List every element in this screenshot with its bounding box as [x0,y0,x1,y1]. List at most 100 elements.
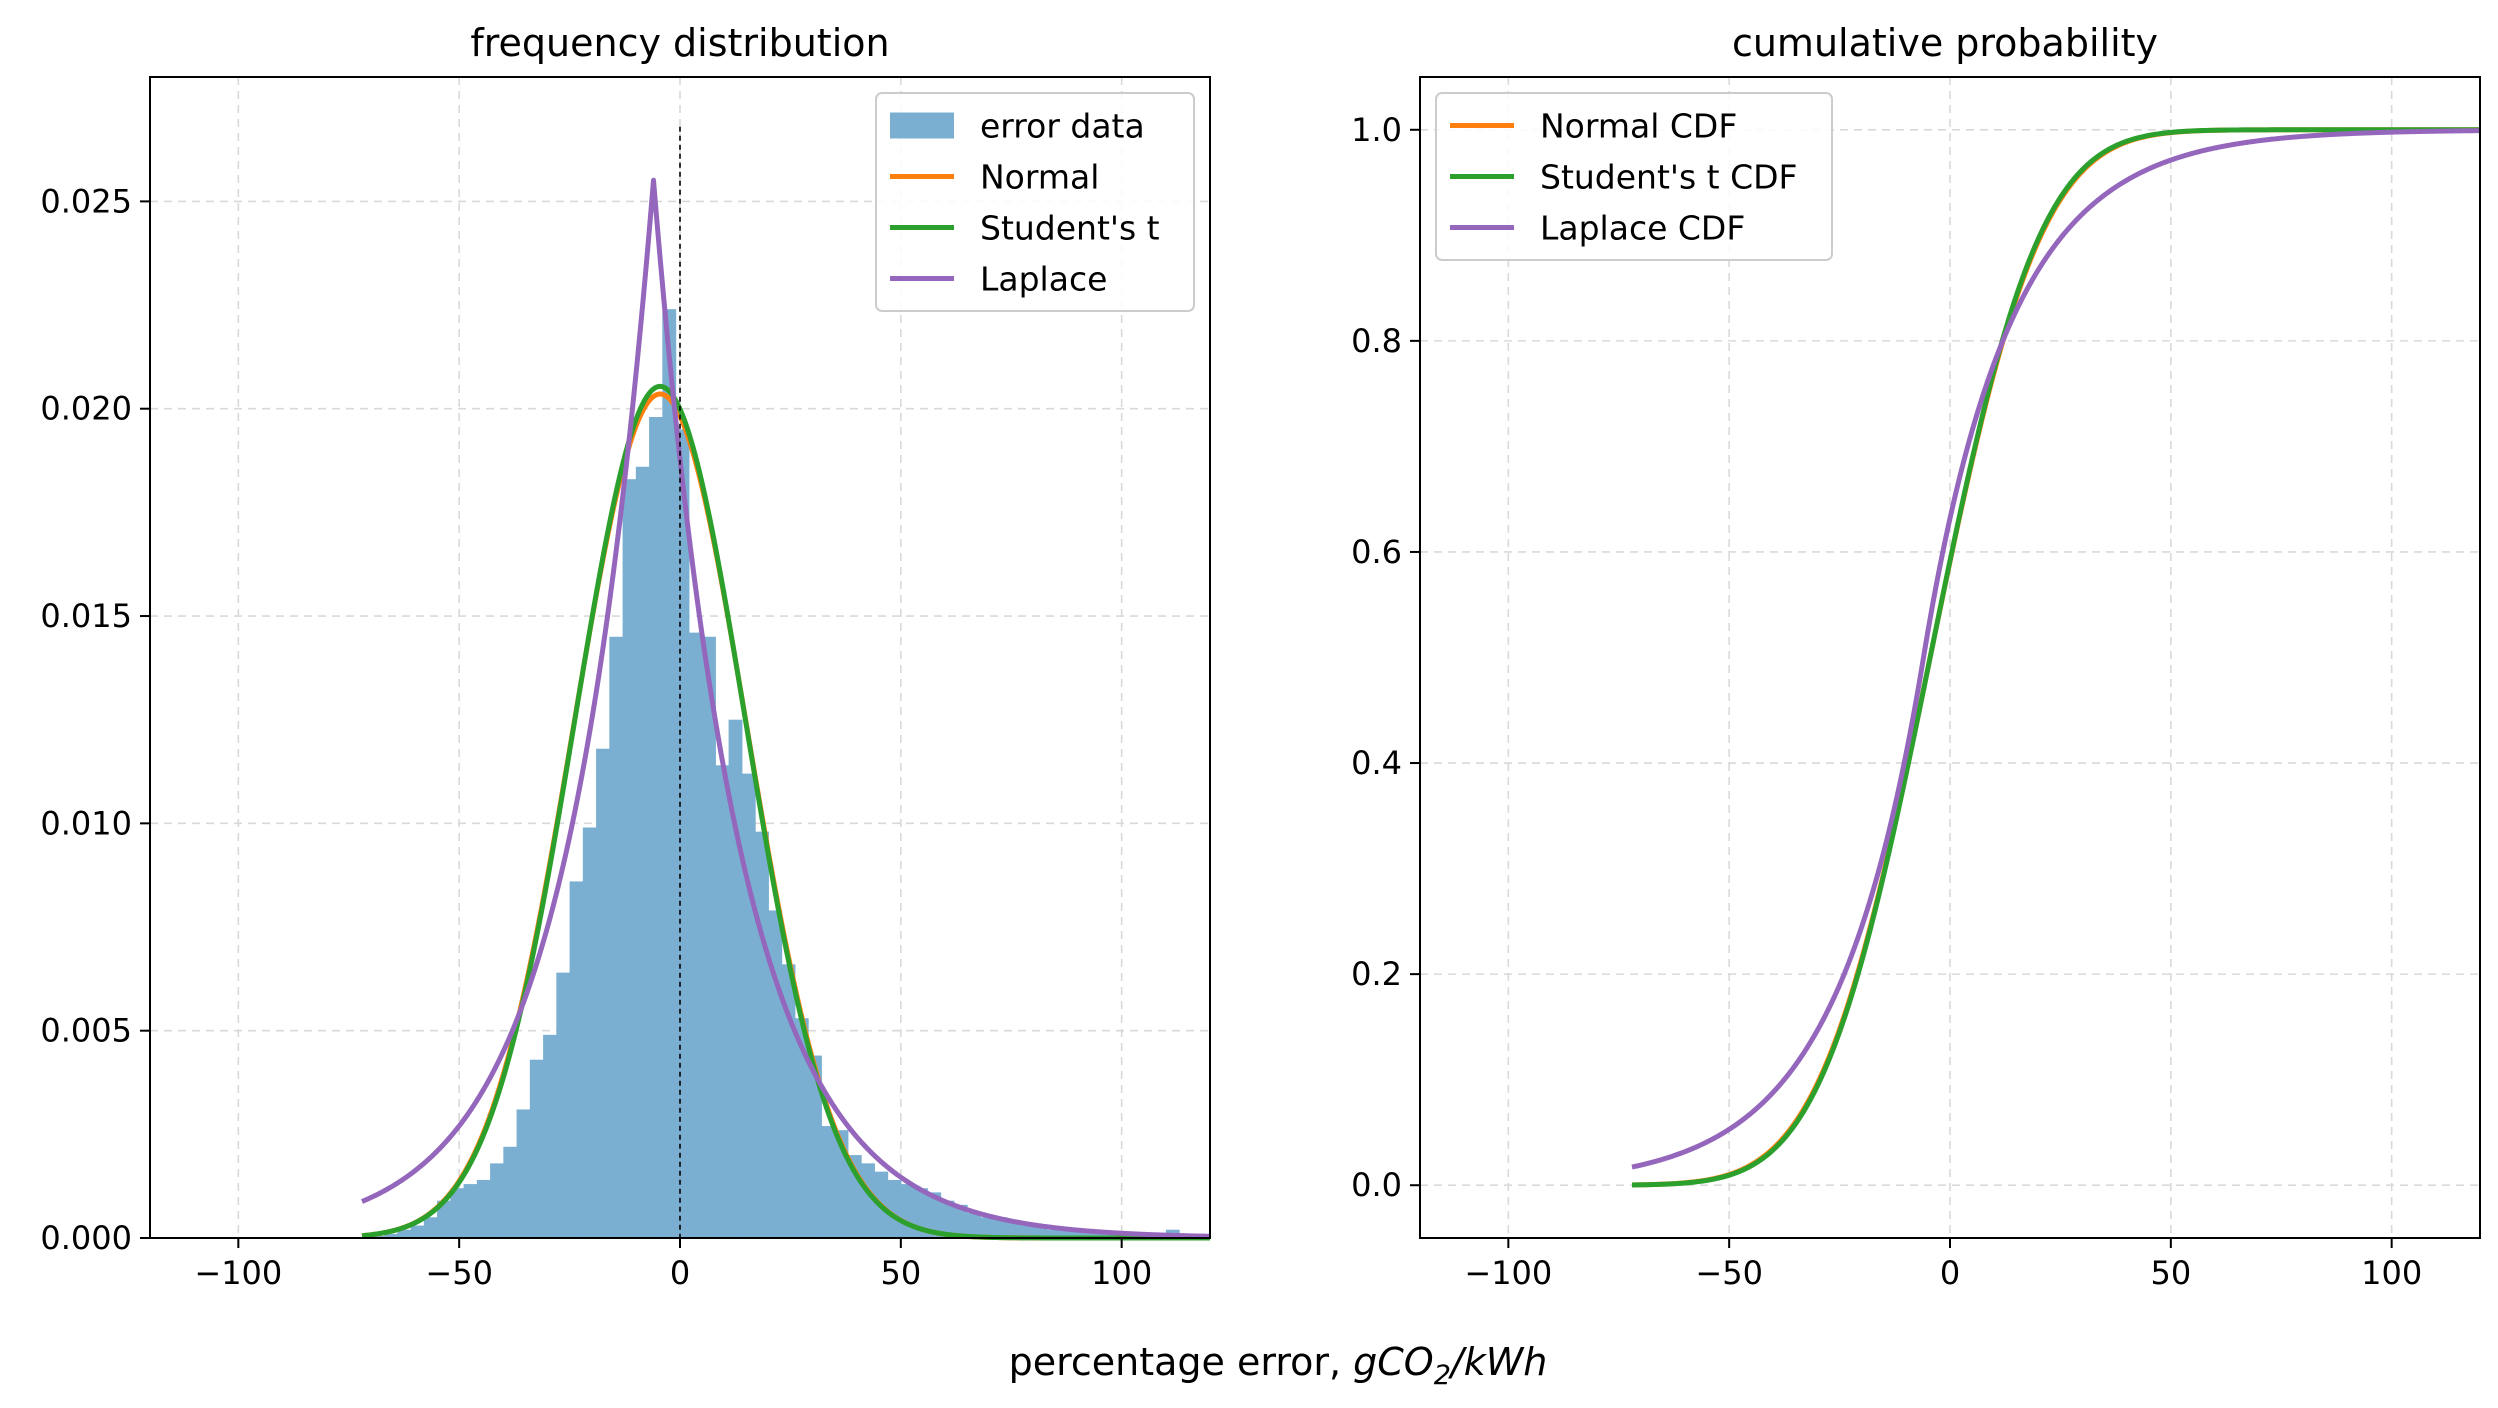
y-tick-label: 0.005 [40,1012,132,1050]
legend-label: Normal CDF [1540,107,1737,146]
histogram-bar [675,429,690,1239]
histogram-bar [1006,1221,1021,1238]
shared-x-axis-label: percentage error, gCO2/kWh [1009,1340,1548,1391]
histogram-bar [662,309,677,1238]
series-line [1630,127,2482,1188]
y-tick-label: 0.025 [40,182,132,220]
right-legend[interactable]: Normal CDF Student's t CDF Laplace CDF [1435,92,1833,261]
x-axis-label-unit-g: gCO [1353,1340,1434,1384]
legend-label: Student's t [980,209,1160,248]
x-tick-label: 100 [2361,1254,2422,1292]
x-tick-label: −100 [194,1254,282,1292]
left-chart-title: frequency distribution [470,21,889,65]
series-line [1630,127,2482,1188]
legend-box [875,92,1195,312]
y-tick-label: 0.020 [40,390,132,428]
x-tick-label: −100 [1464,1254,1552,1292]
histogram-bar [702,636,716,1238]
y-tick-label: 0.000 [40,1219,132,1257]
histogram-bar [529,1059,544,1238]
histogram-bar [1073,1229,1087,1238]
histogram-bar [596,748,610,1238]
histogram-bar [741,773,756,1238]
y-tick-label: 0.015 [40,597,132,635]
right-grid [1420,77,2480,1238]
y-tick-label: 0.0 [1351,1166,1402,1204]
histogram-bar [410,1225,425,1238]
series-line [360,177,1212,1239]
x-axis-label-unit-tail: /kWh [1448,1340,1547,1384]
histogram-bar [556,972,571,1238]
histogram-bar [569,881,584,1238]
histogram-bar [490,1163,504,1238]
series-line [1630,128,2482,1170]
legend-label: error data [980,107,1145,146]
histogram-bar [503,1146,518,1238]
frequency-distribution-panel: frequency distribution −100 −50 0 50 100 0.0… [40,21,1212,1292]
histogram-bar [794,1018,809,1238]
histogram-bar [609,636,624,1238]
legend-swatch [890,112,954,139]
histogram-bar [953,1204,968,1238]
histogram-bar [821,1126,836,1238]
histogram-bar [582,827,597,1238]
histogram-bar [940,1200,955,1238]
histogram-bar [437,1200,451,1238]
histogram-bar [808,1055,822,1238]
histogram-bar [635,466,650,1238]
x-tick-label: 100 [1091,1254,1152,1292]
histogram-bar [463,1184,478,1238]
histogram-bar [622,479,637,1238]
x-axis-label-prefix: percentage error, [1009,1340,1354,1384]
histogram-bar [476,1179,491,1238]
histogram-bar [1020,1225,1034,1238]
left-legend[interactable]: error data Normal Student's t Laplace [875,92,1195,312]
histogram-bar [1059,1229,1074,1238]
x-tick-label: 0 [1940,1254,1960,1292]
histogram-bar [887,1179,902,1238]
histogram-bar [900,1184,915,1238]
histogram-bar [993,1217,1008,1238]
x-tick-label: 0 [670,1254,690,1292]
left-histogram-bars [370,309,1207,1239]
left-x-ticks: −100 −50 0 50 100 [194,1238,1152,1292]
y-tick-label: 0.4 [1351,744,1402,782]
y-tick-label: 0.010 [40,804,132,842]
histogram-bar [980,1217,995,1238]
histogram-bar [715,765,730,1238]
cumulative-probability-panel: cumulative probability −100 −50 0 50 100 0.0… [1351,21,2482,1292]
histogram-bar [516,1109,531,1238]
histogram-bar [543,1034,557,1238]
histogram-bar [927,1192,942,1238]
y-tick-label: 0.8 [1351,322,1402,360]
y-tick-label: 0.6 [1351,533,1402,571]
x-tick-label: 50 [2150,1254,2191,1292]
legend-box [1435,92,1833,261]
histogram-bar [649,417,663,1238]
legend-label: Laplace [980,260,1107,299]
y-tick-label: 0.2 [1351,955,1402,993]
histogram-bar [755,831,769,1238]
histogram-bar [397,1229,412,1238]
histogram-bar [967,1213,981,1238]
histogram-bar [384,1233,398,1238]
x-axis-label-subscript: 2 [1434,1360,1451,1391]
histogram-bar [1046,1229,1061,1238]
right-cdf-curves [1630,127,2482,1188]
histogram-bar [781,964,796,1238]
legend-label: Student's t CDF [1540,158,1798,197]
right-y-ticks: 0.0 0.2 0.4 0.6 0.8 1.0 [1351,111,1420,1204]
x-tick-label: −50 [1695,1254,1763,1292]
legend-label: Laplace CDF [1540,209,1745,248]
x-tick-label: −50 [425,1254,493,1292]
legend-label: Normal [980,158,1099,197]
right-x-ticks: −100 −50 0 50 100 [1464,1238,2422,1292]
x-tick-label: 50 [880,1254,921,1292]
histogram-bar [370,1235,385,1238]
left-y-ticks: 0.000 0.005 0.010 0.015 0.020 0.025 [40,182,150,1257]
y-tick-label: 1.0 [1351,111,1402,149]
histogram-bar [688,632,703,1238]
histogram-bar [450,1188,465,1238]
right-chart-title: cumulative probability [1732,21,2158,65]
